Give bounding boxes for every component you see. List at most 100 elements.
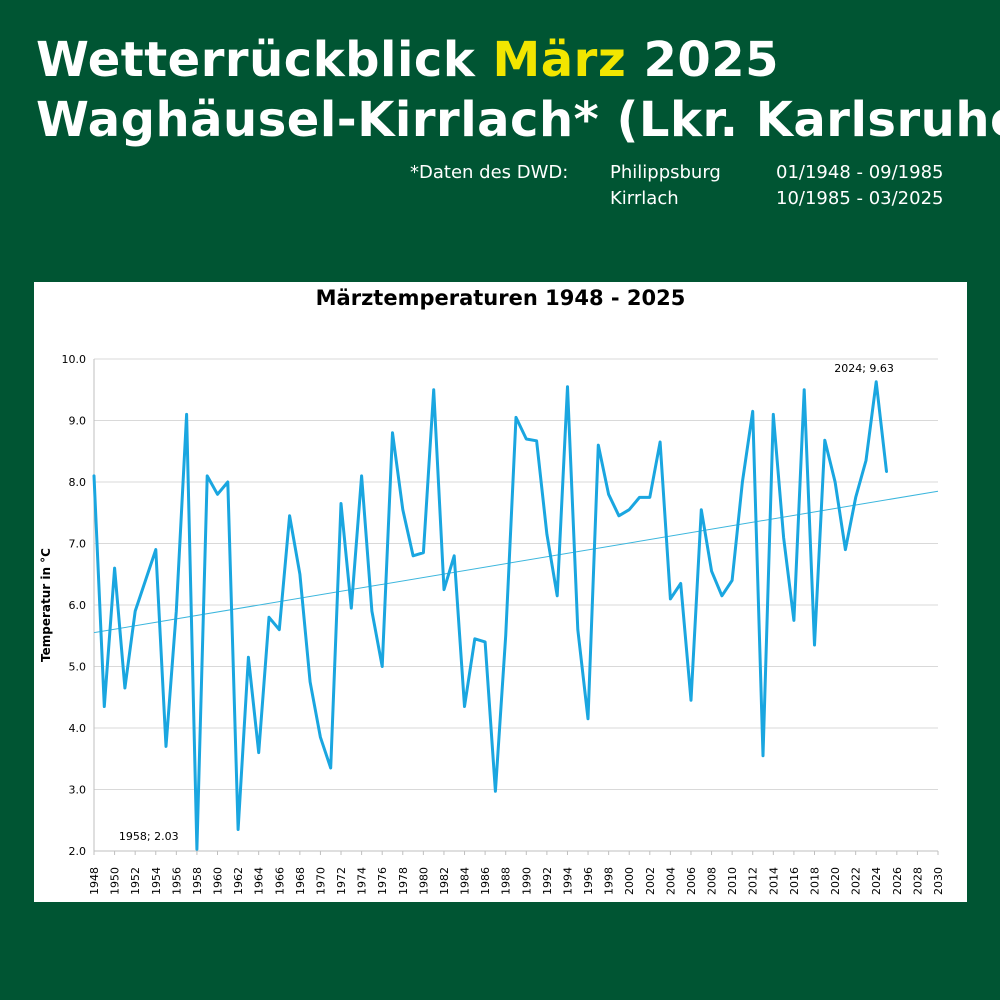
data-point: [93, 474, 96, 477]
temperature-series-line: [92, 380, 888, 851]
x-tick-label: 1976: [376, 867, 389, 895]
data-point: [113, 567, 116, 570]
data-point: [432, 388, 435, 391]
x-tick-label: 1958: [191, 867, 204, 895]
data-point: [401, 508, 404, 511]
x-tick-label: 1984: [459, 867, 472, 895]
data-point: [453, 554, 456, 557]
title-line-2: Waghäusel-Kirrlach* (Lkr. Karlsruhe): [36, 92, 1000, 148]
x-tick-label: 1950: [109, 867, 122, 895]
data-point: [710, 570, 713, 573]
x-tick-label: 2024: [870, 867, 883, 895]
x-tick-label: 1990: [520, 867, 533, 895]
data-point: [340, 502, 343, 505]
x-tick-label: 1988: [500, 867, 513, 895]
x-tick-label: 2014: [767, 867, 780, 895]
x-tick-label: 1992: [541, 867, 554, 895]
data-point: [237, 828, 240, 831]
data-point: [628, 508, 631, 511]
x-tick-label: 1998: [603, 867, 616, 895]
data-point: [309, 680, 312, 683]
data-point: [648, 496, 651, 499]
data-point: [412, 554, 415, 557]
data-point: [195, 848, 198, 851]
data-point: [844, 548, 847, 551]
y-tick-label: 4.0: [69, 722, 87, 735]
y-axis-label: Temperatur in °C: [39, 548, 53, 662]
data-point: [597, 444, 600, 447]
data-point: [257, 751, 260, 754]
data-point: [278, 628, 281, 631]
data-point: [803, 388, 806, 391]
x-tick-label: 2000: [623, 867, 636, 895]
x-tick-label: 1974: [356, 867, 369, 895]
data-point: [381, 665, 384, 668]
y-tick-label: 9.0: [69, 415, 87, 428]
x-tick-label: 2004: [664, 867, 677, 895]
data-point: [216, 493, 219, 496]
x-tick-label: 1970: [314, 867, 327, 895]
x-tick-label: 2022: [850, 867, 863, 895]
line-chart: 2.0 3.0 4.0 5.0 6.0 7.0 8.0 9.0 10.0 1948 1950 1952…: [39, 353, 945, 895]
y-tick-label: 6.0: [69, 599, 87, 612]
x-tick-label: 1962: [232, 867, 245, 895]
x-tick-label: 2016: [788, 867, 801, 895]
data-point: [103, 705, 106, 708]
station-period-2: 10/1985 - 03/2025: [776, 188, 944, 209]
data-point: [442, 588, 445, 591]
x-tick-label: 2006: [685, 867, 698, 895]
data-point: [638, 496, 641, 499]
x-tick-label: 1968: [294, 867, 307, 895]
data-point: [566, 385, 569, 388]
data-point: [319, 736, 322, 739]
data-point: [185, 413, 188, 416]
y-tick-label: 2.0: [69, 845, 87, 858]
station-name-1: Philippsburg: [610, 162, 721, 183]
data-point: [370, 610, 373, 613]
title-text: Wetterrückblick: [36, 32, 476, 88]
data-point: [669, 597, 672, 600]
data-point: [587, 717, 590, 720]
data-point: [731, 579, 734, 582]
data-point: [813, 643, 816, 646]
x-tick-label: 1980: [417, 867, 430, 895]
x-tick-label: 1964: [253, 867, 266, 895]
data-point: [545, 533, 548, 536]
x-tick-label: 2030: [932, 867, 945, 895]
x-tick-label: 1952: [129, 867, 142, 895]
chart-title: Märztemperaturen 1948 - 2025: [315, 286, 686, 310]
x-tick-label: 1996: [582, 867, 595, 895]
data-point: [875, 380, 878, 383]
annotation-max: 2024; 9.63: [834, 362, 894, 375]
x-tick-label: 1954: [150, 867, 163, 895]
data-point: [165, 745, 168, 748]
y-tick-label: 3.0: [69, 784, 87, 797]
data-point: [484, 640, 487, 643]
x-tick-label: 2010: [726, 867, 739, 895]
data-point: [247, 656, 250, 659]
x-tick-label: 1960: [212, 867, 225, 895]
x-tick-label: 1956: [170, 867, 183, 895]
data-point: [422, 551, 425, 554]
x-tick-label: 1982: [438, 867, 451, 895]
data-point: [576, 628, 579, 631]
data-point: [751, 410, 754, 413]
y-tick-label: 8.0: [69, 476, 87, 489]
data-point: [720, 594, 723, 597]
chart-panel: Märztemperaturen 1948 - 2025 2.0 3.0 4.0 5.…: [34, 282, 967, 902]
station-period-1: 01/1948 - 09/1985: [776, 162, 944, 183]
data-point: [206, 474, 209, 477]
title-year: 2025: [643, 32, 780, 88]
data-point: [762, 754, 765, 757]
x-tick-label: 1978: [397, 867, 410, 895]
x-tick-label: 1966: [273, 867, 286, 895]
annotation-min: 1958; 2.03: [119, 830, 179, 843]
data-point: [700, 508, 703, 511]
data-point: [360, 474, 363, 477]
data-point: [288, 514, 291, 517]
data-point: [823, 439, 826, 442]
x-tick-label: 2028: [911, 867, 924, 895]
x-tick-label: 1986: [479, 867, 492, 895]
x-tick-label: 2020: [829, 867, 842, 895]
data-point: [144, 579, 147, 582]
